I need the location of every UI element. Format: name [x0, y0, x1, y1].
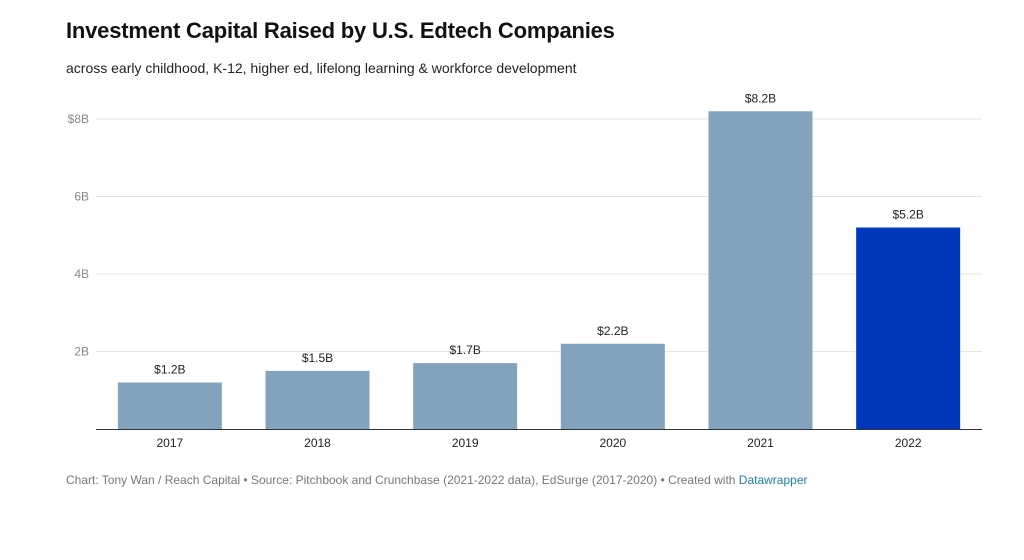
bar [265, 370, 370, 429]
bar [413, 363, 518, 429]
data-label: $8.2B [745, 91, 776, 105]
footer-credit: Chart: Tony Wan / Reach Capital • Source… [66, 473, 739, 487]
y-tick-label: 6B [74, 190, 89, 204]
x-tick-label: 2021 [747, 436, 774, 450]
datawrapper-link[interactable]: Datawrapper [738, 473, 808, 487]
chart-subtitle: across early childhood, K-12, higher ed,… [66, 60, 577, 76]
data-label: $1.2B [154, 363, 185, 377]
x-tick-label: 2017 [156, 436, 183, 450]
y-tick-label: $8B [68, 112, 89, 126]
y-tick-label: 4B [74, 267, 89, 281]
x-tick-label: 2020 [599, 436, 626, 450]
y-tick-label: 2B [74, 345, 89, 359]
bar [708, 111, 813, 429]
bar [117, 382, 222, 429]
bar [560, 343, 665, 429]
data-label: $1.7B [449, 343, 480, 357]
data-label: $2.2B [597, 324, 628, 338]
x-tick-label: 2018 [304, 436, 331, 450]
data-label: $1.5B [302, 351, 333, 365]
x-tick-label: 2019 [452, 436, 479, 450]
data-label: $5.2B [892, 208, 923, 222]
chart-title: Investment Capital Raised by U.S. Edtech… [66, 18, 615, 43]
bar [856, 227, 961, 429]
x-tick-label: 2022 [895, 436, 922, 450]
chart-footer: Chart: Tony Wan / Reach Capital • Source… [66, 473, 808, 487]
